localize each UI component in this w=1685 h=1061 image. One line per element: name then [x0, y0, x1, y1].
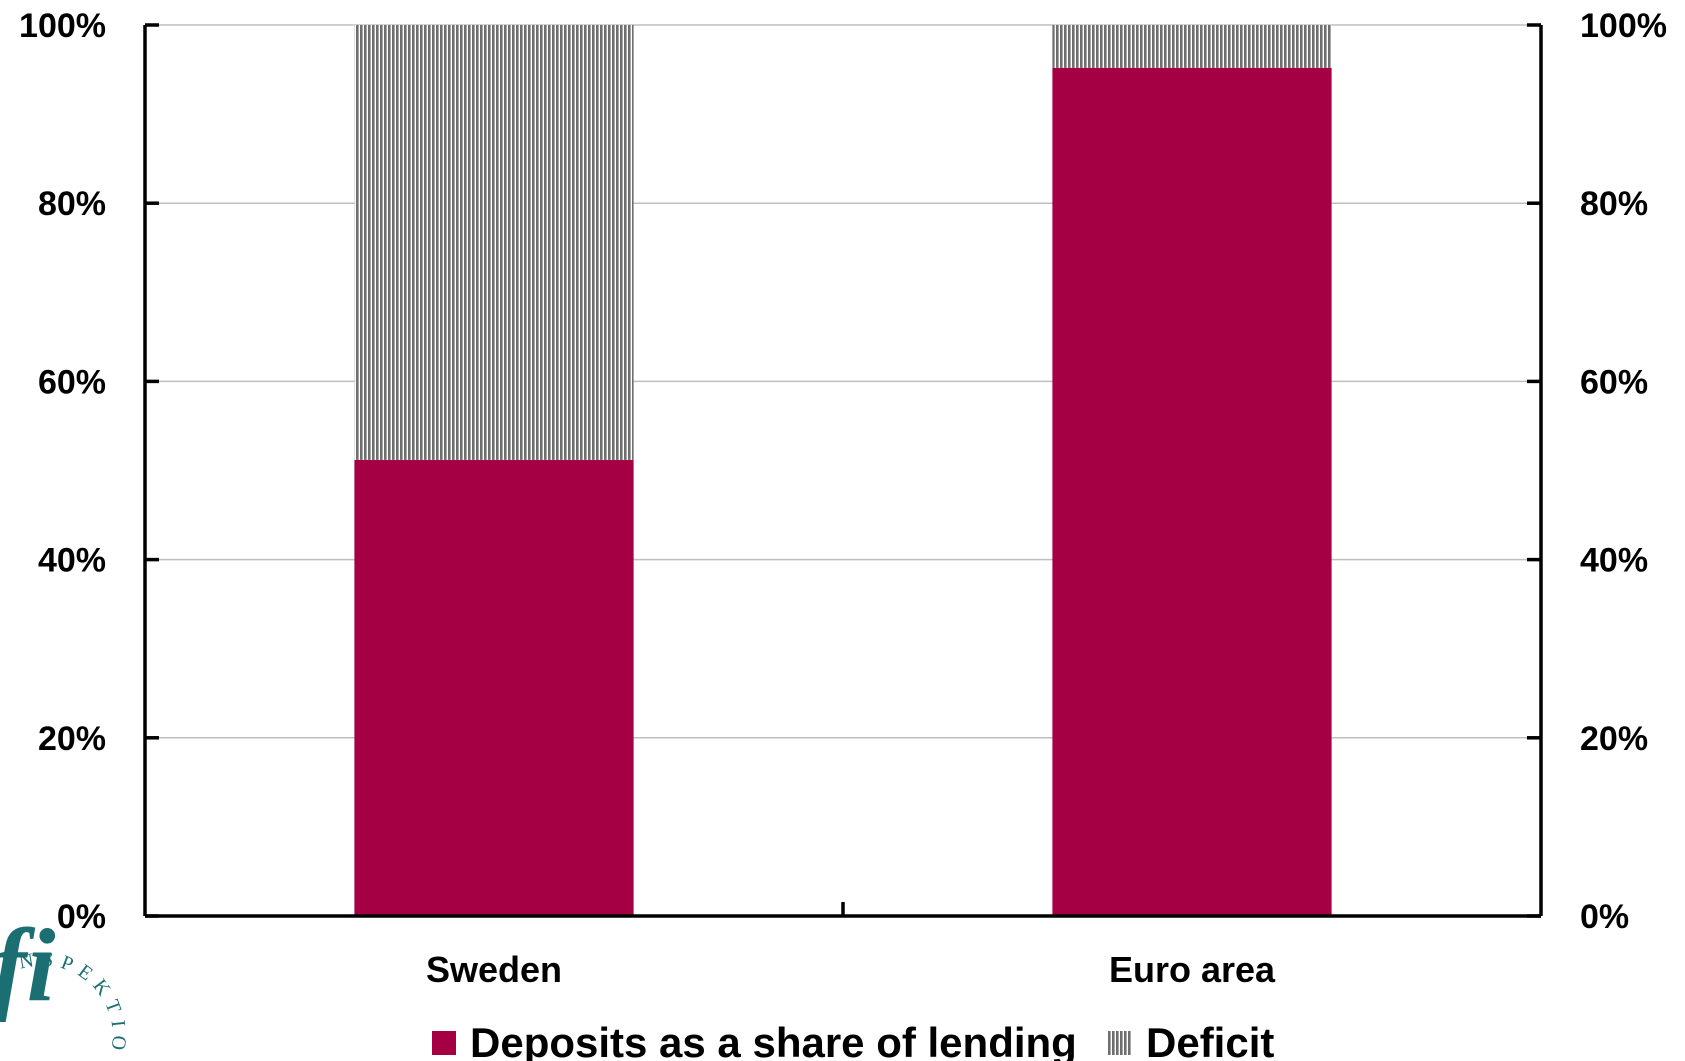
y-tick-label-right: 0% [1580, 898, 1629, 936]
y-tick-label-left: 80% [38, 185, 106, 223]
y-tick-label-left: 40% [38, 542, 106, 580]
category-labels: Sweden Euro area [426, 949, 1276, 990]
y-tick-labels-left: 0% 20% 40% 60% 80% 100% [19, 7, 106, 936]
category-label: Sweden [426, 949, 562, 990]
bar-deficit-sweden [354, 25, 634, 460]
y-tick-labels-right: 0% 20% 40% 60% 80% 100% [1580, 7, 1667, 936]
bar-deposits-sweden [354, 459, 634, 916]
y-tick-label-right: 100% [1580, 7, 1667, 45]
bar-deficit-euro-area [1052, 25, 1332, 68]
y-tick-label-left: 60% [38, 363, 106, 401]
legend-swatch-deposits [432, 1031, 456, 1055]
y-tick-label-right: 80% [1580, 185, 1648, 223]
y-tick-label-left: 100% [19, 7, 106, 45]
y-tick-label-left: 0% [57, 898, 106, 936]
legend: Deposits as a share of lending Deficit [432, 1019, 1274, 1061]
category-label: Euro area [1109, 949, 1276, 990]
legend-swatch-deficit [1108, 1031, 1132, 1055]
bars [354, 25, 1332, 916]
axes [143, 23, 1543, 918]
y-tick-label-left: 20% [38, 720, 106, 758]
fi-logo-mark: fi [0, 908, 56, 1023]
y-tick-label-right: 60% [1580, 363, 1648, 401]
bar-deposits-euro-area [1052, 67, 1332, 916]
legend-label-deficit: Deficit [1146, 1019, 1274, 1061]
y-tick-label-right: 40% [1580, 542, 1648, 580]
legend-label-deposits: Deposits as a share of lending [470, 1019, 1077, 1061]
y-tick-label-right: 20% [1580, 720, 1648, 758]
